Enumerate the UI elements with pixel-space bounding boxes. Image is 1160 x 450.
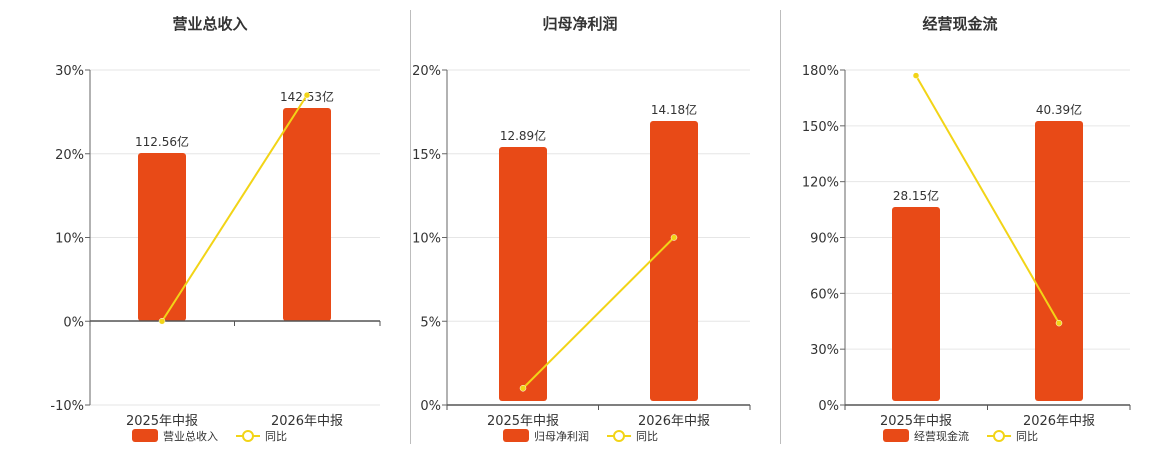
x-tick-label: 2025年中报	[487, 414, 559, 429]
bar-2	[1035, 121, 1083, 401]
chart-revenue: 营业总收入30%20%10%0%-10%112.56亿142.53亿2025年中…	[50, 15, 381, 443]
y-tick-label: 0%	[818, 399, 839, 414]
x-tick-label: 2025年中报	[126, 414, 198, 429]
y-tick-label: 180%	[802, 64, 839, 79]
legend-bar-swatch	[132, 429, 158, 442]
legend-bar-label: 归母净利润	[534, 429, 589, 443]
y-tick-label: 10%	[55, 232, 84, 247]
x-tick-label: 2026年中报	[271, 414, 343, 429]
yoy-line	[161, 94, 308, 322]
legend-line-label: 同比	[1016, 430, 1038, 443]
bar-value-label: 112.56亿	[135, 134, 189, 149]
legend-line-label: 同比	[636, 430, 658, 443]
divider-2	[780, 10, 781, 444]
y-tick-label: 20%	[55, 148, 84, 163]
yoy-point-1	[519, 385, 527, 392]
bar-value-label: 28.15亿	[893, 188, 939, 203]
y-tick-label: 30%	[55, 64, 84, 79]
yoy-point-1	[912, 72, 920, 79]
legend-line-marker	[613, 430, 625, 442]
yoy-line	[915, 75, 1060, 324]
legend-bar-swatch	[503, 429, 529, 442]
divider-1	[410, 10, 411, 444]
bar-value-label: 40.39亿	[1036, 102, 1082, 117]
y-tick-label: 30%	[810, 343, 839, 358]
y-tick-label: 0%	[420, 399, 441, 414]
y-tick-label: 90%	[810, 232, 839, 247]
y-tick-label: 20%	[412, 64, 441, 79]
yoy-line	[522, 236, 675, 389]
bar-1	[499, 147, 547, 401]
y-tick-label: -10%	[50, 399, 84, 414]
bar-value-label: 14.18亿	[651, 102, 697, 117]
chart-title: 归母净利润	[542, 15, 617, 33]
legend-bar-label: 经营现金流	[914, 429, 969, 443]
y-tick-label: 15%	[412, 148, 441, 163]
yoy-point-2	[1055, 319, 1063, 327]
chart-title: 经营现金流	[922, 15, 997, 33]
y-tick-label: 150%	[802, 120, 839, 135]
legend-bar-swatch	[883, 429, 909, 442]
chart-cash-flow: 经营现金流 180% 150% 120% 90% 60% 30% 0% 28.15亿 40.39亿…	[802, 15, 1131, 443]
chart-title: 营业总收入	[172, 15, 247, 33]
legend-bar-label: 营业总收入	[163, 429, 218, 443]
yoy-point-2	[303, 91, 311, 99]
y-tick-label: 5%	[420, 315, 441, 330]
y-tick-label: 0%	[63, 315, 84, 330]
y-tick-label: 60%	[810, 287, 839, 302]
x-tick-label: 2025年中报	[880, 414, 952, 429]
yoy-point-1	[158, 318, 166, 325]
bar-2	[283, 108, 331, 321]
bar-2	[650, 121, 698, 401]
legend-line-label: 同比	[265, 430, 287, 443]
x-tick-label: 2026年中报	[1023, 414, 1095, 429]
bar-1	[892, 207, 940, 401]
chart-net-profit: 归母净利润 20% 15% 10% 5% 0% 12.89亿 14.18亿 2025年中报 202…	[412, 15, 751, 443]
y-tick-label: 10%	[412, 232, 441, 247]
yoy-point-2	[670, 234, 678, 241]
bar-value-label: 12.89亿	[500, 128, 546, 143]
bar-1	[138, 153, 186, 321]
x-tick-label: 2026年中报	[638, 414, 710, 429]
legend-line-marker	[993, 430, 1005, 442]
y-tick-label: 120%	[802, 176, 839, 191]
legend-line-marker	[242, 430, 254, 442]
